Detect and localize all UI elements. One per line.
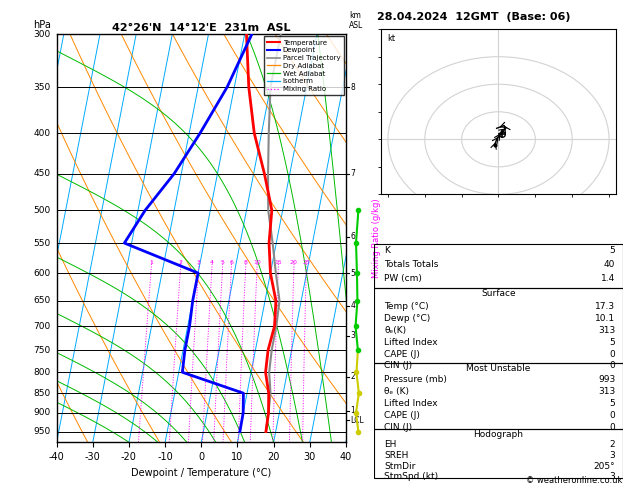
Bar xyxy=(374,288,623,363)
Text: 2: 2 xyxy=(610,440,615,449)
Text: K: K xyxy=(384,246,390,255)
Text: CAPE (J): CAPE (J) xyxy=(384,411,420,420)
Text: 1.4: 1.4 xyxy=(601,274,615,283)
Text: 3: 3 xyxy=(610,451,615,460)
Text: 5: 5 xyxy=(350,269,355,278)
Text: CIN (J): CIN (J) xyxy=(384,362,413,370)
Text: hPa: hPa xyxy=(33,20,51,30)
Text: 4: 4 xyxy=(210,260,214,265)
Text: EH: EH xyxy=(384,440,396,449)
X-axis label: Dewpoint / Temperature (°C): Dewpoint / Temperature (°C) xyxy=(131,468,271,478)
Text: 0: 0 xyxy=(610,411,615,420)
Text: 400: 400 xyxy=(34,129,51,138)
Text: 750: 750 xyxy=(33,346,51,354)
Text: 700: 700 xyxy=(33,322,51,330)
Text: 850: 850 xyxy=(33,389,51,398)
Text: 500: 500 xyxy=(33,206,51,215)
Text: 350: 350 xyxy=(33,83,51,92)
Text: StmSpd (kt): StmSpd (kt) xyxy=(384,472,438,482)
Text: kt: kt xyxy=(387,34,396,43)
Text: 6: 6 xyxy=(350,232,355,241)
Text: 313: 313 xyxy=(598,387,615,396)
Text: PW (cm): PW (cm) xyxy=(384,274,422,283)
Bar xyxy=(374,363,623,429)
Text: 450: 450 xyxy=(34,169,51,178)
Text: © weatheronline.co.uk: © weatheronline.co.uk xyxy=(526,476,623,485)
Text: 8: 8 xyxy=(350,83,355,92)
Text: Mixing Ratio (g/kg): Mixing Ratio (g/kg) xyxy=(372,198,381,278)
Text: Lifted Index: Lifted Index xyxy=(384,338,438,347)
Text: Hodograph: Hodograph xyxy=(474,431,523,439)
Text: 6: 6 xyxy=(230,260,233,265)
Text: 5: 5 xyxy=(610,246,615,255)
Text: Temp (°C): Temp (°C) xyxy=(384,302,429,311)
Text: 900: 900 xyxy=(33,408,51,417)
Text: 7: 7 xyxy=(350,169,355,178)
Text: 0: 0 xyxy=(610,362,615,370)
Text: 5: 5 xyxy=(610,338,615,347)
Text: 300: 300 xyxy=(33,30,51,38)
Text: 650: 650 xyxy=(33,296,51,305)
Text: 0: 0 xyxy=(610,349,615,359)
Text: km
ASL: km ASL xyxy=(349,11,363,30)
Text: 600: 600 xyxy=(33,269,51,278)
Text: Totals Totals: Totals Totals xyxy=(384,260,438,269)
Text: 800: 800 xyxy=(33,368,51,377)
Text: 1: 1 xyxy=(149,260,153,265)
Text: 550: 550 xyxy=(33,239,51,247)
Title: 42°26'N  14°12'E  231m  ASL: 42°26'N 14°12'E 231m ASL xyxy=(112,23,291,33)
Text: CIN (J): CIN (J) xyxy=(384,423,413,432)
Text: 40: 40 xyxy=(604,260,615,269)
Text: 3: 3 xyxy=(350,331,355,340)
Text: 3: 3 xyxy=(610,472,615,482)
Text: 2: 2 xyxy=(179,260,182,265)
Bar xyxy=(374,244,623,288)
Text: Dewp (°C): Dewp (°C) xyxy=(384,314,430,323)
Text: Most Unstable: Most Unstable xyxy=(466,364,531,373)
Text: 950: 950 xyxy=(33,427,51,436)
Text: 10.1: 10.1 xyxy=(595,314,615,323)
Text: 0: 0 xyxy=(610,423,615,432)
Text: StmDir: StmDir xyxy=(384,462,416,470)
Text: 5: 5 xyxy=(610,399,615,408)
Text: 3: 3 xyxy=(196,260,201,265)
Text: Lifted Index: Lifted Index xyxy=(384,399,438,408)
Text: 25: 25 xyxy=(303,260,310,265)
Text: 313: 313 xyxy=(598,326,615,335)
Text: CAPE (J): CAPE (J) xyxy=(384,349,420,359)
Text: 8: 8 xyxy=(243,260,247,265)
Text: 4: 4 xyxy=(350,301,355,311)
Text: 15: 15 xyxy=(274,260,282,265)
Text: 2: 2 xyxy=(350,372,355,381)
Text: 205°: 205° xyxy=(594,462,615,470)
Text: θₑ(K): θₑ(K) xyxy=(384,326,406,335)
Text: 17.3: 17.3 xyxy=(595,302,615,311)
Text: 1: 1 xyxy=(350,406,355,416)
Text: Pressure (mb): Pressure (mb) xyxy=(384,376,447,384)
Text: LCL: LCL xyxy=(350,416,364,425)
Legend: Temperature, Dewpoint, Parcel Trajectory, Dry Adiabat, Wet Adiabat, Isotherm, Mi: Temperature, Dewpoint, Parcel Trajectory… xyxy=(264,36,344,95)
Bar xyxy=(374,429,623,478)
Text: 10: 10 xyxy=(253,260,261,265)
Text: 993: 993 xyxy=(598,376,615,384)
Text: Surface: Surface xyxy=(481,290,516,298)
Text: 5: 5 xyxy=(220,260,225,265)
Text: 28.04.2024  12GMT  (Base: 06): 28.04.2024 12GMT (Base: 06) xyxy=(377,12,571,22)
Text: 20: 20 xyxy=(290,260,298,265)
Text: θₑ (K): θₑ (K) xyxy=(384,387,409,396)
Text: SREH: SREH xyxy=(384,451,409,460)
